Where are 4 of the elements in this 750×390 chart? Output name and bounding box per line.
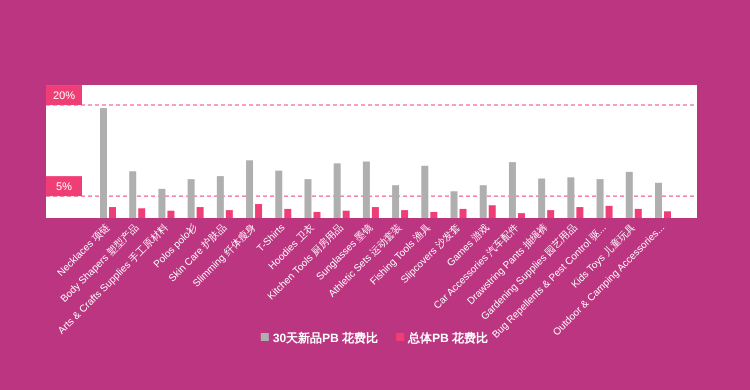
ref-line-label: 20% [52,90,76,102]
legend-label: 30天新品PB 花费比 [272,331,378,345]
ref-line-label: 5% [56,181,72,194]
legend-label: 总体PB 花费比 [407,331,488,345]
